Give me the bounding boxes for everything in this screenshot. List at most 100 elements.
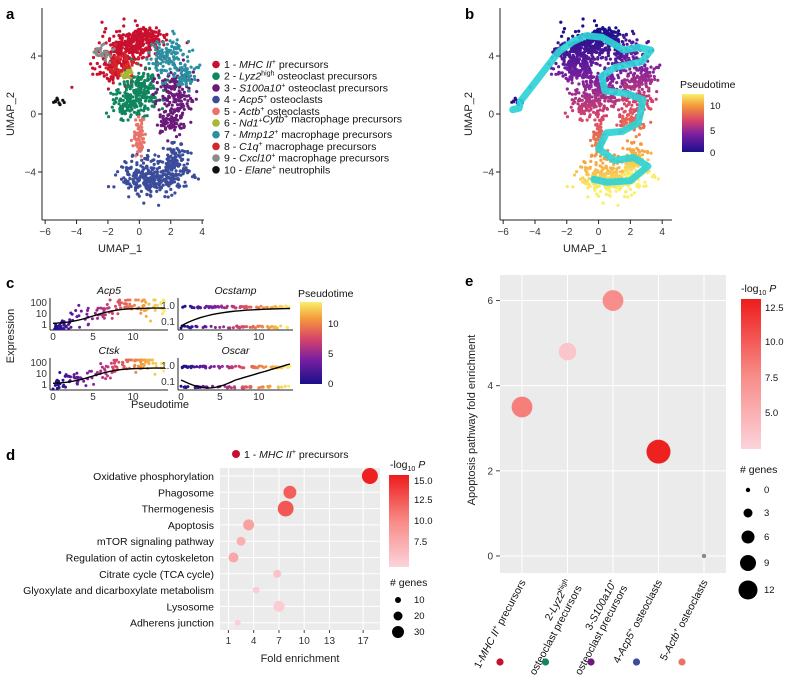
cell-point xyxy=(611,104,615,108)
cell-point xyxy=(633,191,637,195)
cell-point xyxy=(632,85,636,89)
cluster-swatch xyxy=(212,60,220,69)
expression-point xyxy=(142,363,146,367)
cell-point xyxy=(554,61,558,66)
cell-point xyxy=(604,193,609,197)
cell-point xyxy=(590,144,594,148)
cell-point xyxy=(129,105,133,109)
cell-point xyxy=(126,108,130,112)
expression-point xyxy=(133,358,137,362)
cell-point xyxy=(156,34,160,38)
cell-point xyxy=(186,158,190,162)
cell-point xyxy=(148,41,152,45)
cell-point xyxy=(583,166,588,170)
cell-point xyxy=(126,75,130,79)
cell-point xyxy=(118,46,122,50)
cell-point xyxy=(637,185,641,189)
cell-point xyxy=(588,138,593,142)
enrichment-point xyxy=(361,468,378,484)
cell-point xyxy=(578,177,583,181)
cluster-suffix: osteoclasts xyxy=(267,94,322,106)
cluster-prefix: 10 - xyxy=(224,164,245,176)
cell-point xyxy=(134,95,138,99)
enrichment-point xyxy=(243,519,255,531)
cell-point xyxy=(195,90,199,94)
panel-e-xlabels: 1-MHC II+ precursors 2-Lyz2highosteoclast… xyxy=(472,578,711,675)
cell-point xyxy=(127,35,131,39)
expression-point xyxy=(259,304,263,308)
expression-point xyxy=(77,303,81,307)
expression-point xyxy=(223,384,227,388)
pathway-label: Regulation of actin cytoskeleton xyxy=(66,553,214,565)
cell-point xyxy=(161,173,165,177)
cell-point xyxy=(181,153,185,157)
y-tick-label: 0 xyxy=(30,110,36,121)
cell-point xyxy=(162,118,166,122)
cell-point xyxy=(629,193,634,197)
panel-d-label: d xyxy=(6,447,15,464)
cell-point xyxy=(131,153,135,157)
cell-point xyxy=(162,68,166,73)
cell-point xyxy=(182,184,186,188)
cell-point xyxy=(604,165,608,169)
cell-point xyxy=(111,48,115,52)
cluster-label: 3 - S100a10+ osteoclast precursors xyxy=(224,82,388,94)
cell-point xyxy=(131,144,135,148)
cell-point xyxy=(618,174,622,178)
cell-point xyxy=(639,80,644,84)
cell-point xyxy=(121,94,125,98)
pathway-label: Lysosome xyxy=(167,601,215,613)
cell-point xyxy=(169,148,173,153)
panel-d-cluster-dot xyxy=(232,450,240,458)
expression-point xyxy=(117,360,121,364)
x-tick-label: 0 xyxy=(50,392,56,403)
cell-point xyxy=(159,85,163,89)
expression-point xyxy=(153,303,157,307)
cell-point xyxy=(648,70,652,75)
cell-point xyxy=(115,96,119,100)
cell-point xyxy=(124,166,129,170)
cell-point xyxy=(625,78,630,82)
expression-point xyxy=(193,365,196,369)
cluster-swatch xyxy=(541,658,550,666)
expression-point xyxy=(276,385,280,389)
cell-point xyxy=(577,91,581,95)
cell-point xyxy=(173,66,178,70)
cell-point xyxy=(165,85,169,89)
cell-point xyxy=(169,110,173,114)
expression-point xyxy=(55,378,59,382)
cell-point xyxy=(159,180,163,184)
cell-point xyxy=(158,55,163,59)
cluster-sup: + xyxy=(260,106,264,113)
cell-point xyxy=(175,159,179,163)
cell-point xyxy=(198,63,202,67)
y-tick-label: −4 xyxy=(483,168,495,179)
expression-point xyxy=(225,364,229,368)
cell-point xyxy=(572,173,577,177)
expression-point xyxy=(279,324,283,328)
cell-point xyxy=(648,74,653,78)
expression-point xyxy=(124,358,128,362)
cell-point xyxy=(652,67,656,71)
expression-point xyxy=(274,325,278,329)
cell-point xyxy=(152,77,157,81)
cell-point xyxy=(585,105,589,110)
cell-point xyxy=(122,82,127,86)
cluster-swatch xyxy=(212,72,220,80)
cell-point xyxy=(159,186,163,190)
panel-e-size-title: # genes xyxy=(740,464,777,476)
cell-point xyxy=(166,147,170,151)
cluster-prefix: 2 - xyxy=(224,71,239,83)
x-tick-label: −4 xyxy=(529,227,541,238)
cell-point xyxy=(174,177,178,181)
expression-point xyxy=(218,325,222,329)
cell-point xyxy=(649,65,653,69)
expression-point xyxy=(59,327,63,331)
cell-point xyxy=(596,126,601,130)
cell-point xyxy=(166,153,170,157)
expression-point xyxy=(258,324,262,328)
cell-point xyxy=(609,99,613,103)
cell-point xyxy=(643,72,647,77)
cell-point xyxy=(145,91,149,95)
